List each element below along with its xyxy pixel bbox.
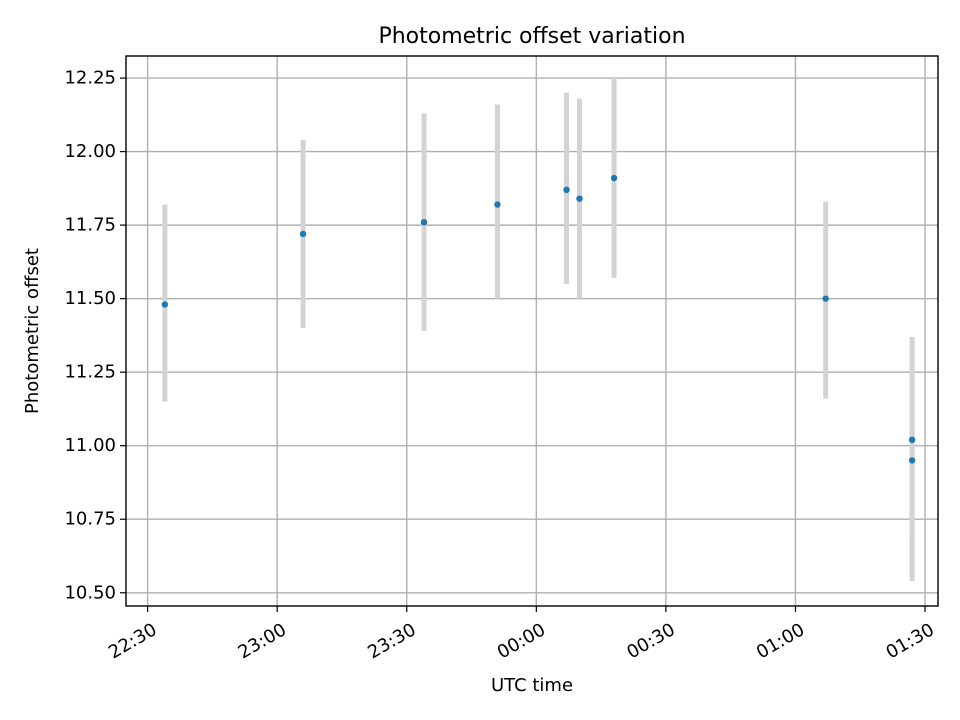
y-tick-label: 12.25 [64,68,116,89]
y-tick-label: 11.75 [64,215,116,236]
data-point [610,174,618,182]
data-point [420,218,428,226]
y-axis-label: Photometric offset [22,248,43,414]
y-tick-label: 11.25 [64,362,116,383]
data-point [563,186,570,194]
data-point [161,301,169,308]
chart-title: Photometric offset variation [378,24,685,49]
y-tick-label: 10.75 [64,509,116,530]
y-tick-label: 12.00 [64,141,116,162]
data-point [822,295,829,302]
y-tick-label: 11.50 [64,288,116,309]
y-axis-ticks: 10.50 10.75 11.00 11.25 11.50 11.75 12.00 12.25 [64,68,126,603]
data-point [908,457,916,464]
x-axis-label: UTC time [491,675,573,696]
data-point [494,201,501,208]
grid [126,56,938,606]
plot-frame [125,55,939,607]
y-tick-label: 11.00 [64,435,116,456]
data-point [576,195,583,202]
y-tick-label: 10.50 [64,582,116,603]
data-point [908,436,916,444]
data-point [299,230,307,238]
data-points [161,174,916,464]
